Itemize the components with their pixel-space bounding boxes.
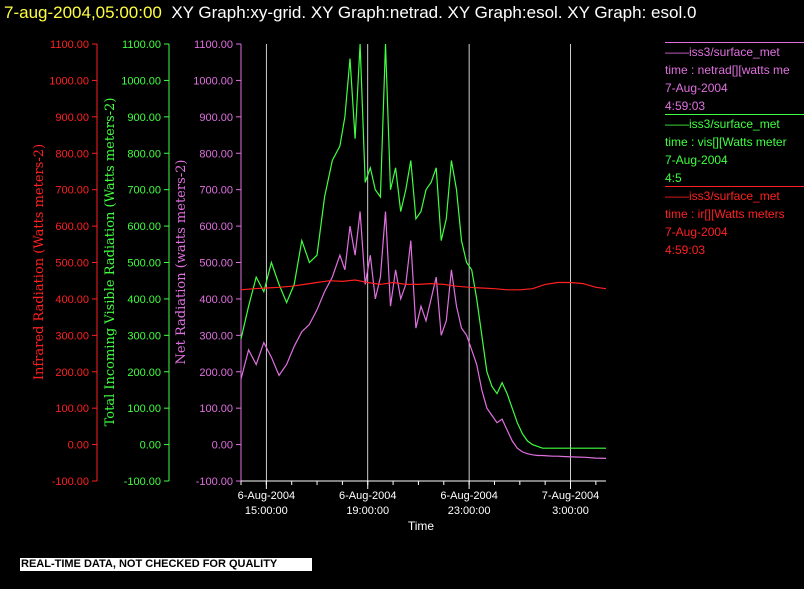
x-tick-label-date: 7-Aug-2004 — [542, 490, 600, 502]
y-tick-label: 0.00 — [68, 440, 89, 452]
series-line-2 — [240, 211, 607, 459]
y-tick-label: 800.00 — [55, 148, 89, 160]
series-line-3 — [240, 279, 607, 291]
y-tick-label: 400.00 — [199, 294, 233, 306]
series-layer — [240, 43, 607, 459]
y-tick-label: 300.00 — [199, 330, 233, 342]
y-tick-label: 200.00 — [199, 367, 233, 379]
y-tick-label: 100.00 — [55, 403, 89, 415]
y-tick-label: -100.00 — [196, 476, 233, 488]
y-axis-label-3: Net Radiation (watts meters-2) — [174, 160, 189, 365]
y-tick-label: -100.00 — [52, 476, 89, 488]
y-axis-label-1: Infrared Radiation (Watts meters-2) — [32, 144, 47, 380]
y-tick-label: 0.00 — [140, 440, 161, 452]
y-tick-label: 1000.00 — [193, 75, 233, 87]
legend-date: 7-Aug-2004 — [665, 153, 728, 167]
y-tick-label: 0.00 — [212, 440, 233, 452]
legend-date: 7-Aug-2004 — [665, 225, 728, 239]
legend-source: ——iss3/surface_met — [665, 42, 804, 61]
timestamp: 7-aug-2004,05:00:00 — [4, 3, 162, 22]
x-tick-label-time: 23:00:00 — [448, 505, 491, 517]
legend-date: 7-Aug-2004 — [665, 81, 728, 95]
y-tick-label: 700.00 — [199, 185, 233, 197]
y-tick-label: 100.00 — [199, 403, 233, 415]
y-tick-label: 900.00 — [199, 112, 233, 124]
y-tick-label: 500.00 — [55, 258, 89, 270]
legend-source: ——iss3/surface_met — [665, 186, 804, 205]
y-tick-label: 400.00 — [127, 294, 161, 306]
y-tick-label: 500.00 — [199, 258, 233, 270]
legend-var: time : netrad[][watts me — [665, 63, 790, 77]
legend-var: time : ir[][Watts meters — [665, 207, 785, 221]
legend-time: 4:59:03 — [665, 99, 706, 113]
title-text: XY Graph:xy-grid. XY Graph:netrad. XY Gr… — [171, 3, 697, 22]
y-tick-label: 500.00 — [127, 258, 161, 270]
y-tick-label: 300.00 — [127, 330, 161, 342]
y-tick-label: 600.00 — [127, 221, 161, 233]
x-tick-label-date: 6-Aug-2004 — [238, 490, 296, 502]
y-tick-label: 800.00 — [199, 148, 233, 160]
y-tick-label: 1000.00 — [49, 75, 89, 87]
legend-source: ——iss3/surface_met — [665, 114, 804, 133]
quality-notice: REAL-TIME DATA, NOT CHECKED FOR QUALITY — [20, 558, 312, 571]
y-tick-label: 200.00 — [127, 367, 161, 379]
x-tick-label-time: 3:00:00 — [552, 505, 589, 517]
y-tick-label: 700.00 — [55, 185, 89, 197]
x-tick-label-time: 15:00:00 — [245, 505, 288, 517]
legend-time: 4:5 — [665, 171, 682, 185]
y-tick-label: 800.00 — [127, 148, 161, 160]
x-tick-label-time: 19:00:00 — [346, 505, 389, 517]
series-line-1 — [240, 43, 606, 449]
x-axis-label: Time — [408, 519, 435, 533]
y-tick-label: 1000.00 — [121, 75, 161, 87]
y-tick-label: 600.00 — [199, 221, 233, 233]
graph-title: 7-aug-2004,05:00:00 XY Graph:xy-grid. XY… — [4, 3, 804, 23]
legend-var: time : vis[][Watts meter — [665, 135, 787, 149]
x-tick-label-date: 6-Aug-2004 — [440, 490, 498, 502]
y-tick-label: 1100.00 — [122, 39, 161, 51]
y-tick-label: 1100.00 — [194, 39, 233, 51]
y-tick-label: 700.00 — [127, 185, 161, 197]
y-tick-label: 100.00 — [127, 403, 161, 415]
grid-layer — [265, 44, 571, 481]
y-tick-label: 300.00 — [55, 330, 89, 342]
x-tick-label-date: 6-Aug-2004 — [339, 490, 397, 502]
y-tick-label: 900.00 — [127, 112, 161, 124]
legend-time: 4:59:03 — [665, 243, 706, 257]
y-tick-label: -100.00 — [124, 476, 161, 488]
y-tick-label: 1100.00 — [50, 39, 89, 51]
y-tick-label: 900.00 — [55, 112, 89, 124]
y-tick-label: 200.00 — [55, 367, 89, 379]
y-axis-label-2: Total Incoming Visible Radiation (Watts … — [103, 98, 118, 427]
axes-layer: -100.00 0.00 100.00 200.00 300.00 400.00 500.0… — [32, 39, 606, 517]
y-tick-label: 400.00 — [55, 294, 89, 306]
y-tick-label: 600.00 — [55, 221, 89, 233]
